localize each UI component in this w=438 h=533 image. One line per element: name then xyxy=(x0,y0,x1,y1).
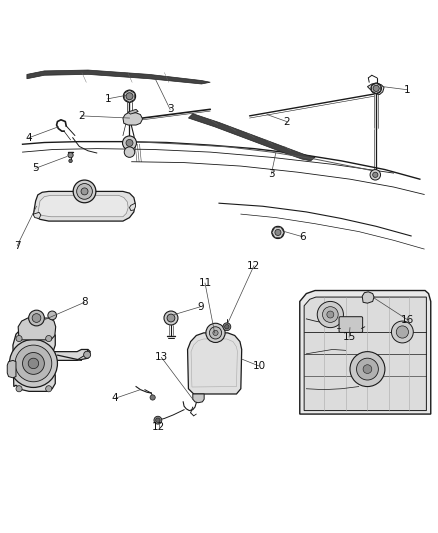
Text: 16: 16 xyxy=(401,315,414,325)
Circle shape xyxy=(46,335,52,342)
Circle shape xyxy=(46,386,52,392)
Circle shape xyxy=(48,311,57,320)
Circle shape xyxy=(28,358,39,369)
Circle shape xyxy=(154,416,162,424)
Polygon shape xyxy=(128,109,138,114)
Circle shape xyxy=(373,172,378,177)
Text: 1: 1 xyxy=(403,85,410,95)
Circle shape xyxy=(164,311,178,325)
Circle shape xyxy=(84,351,91,358)
Polygon shape xyxy=(38,195,128,217)
Circle shape xyxy=(223,323,231,330)
Circle shape xyxy=(206,323,225,343)
Circle shape xyxy=(155,418,160,422)
Text: 10: 10 xyxy=(253,361,266,371)
Text: 8: 8 xyxy=(81,297,88,308)
Circle shape xyxy=(225,325,229,329)
Text: 4: 4 xyxy=(26,133,32,143)
Circle shape xyxy=(371,83,381,94)
Circle shape xyxy=(357,358,378,380)
Circle shape xyxy=(275,229,281,236)
Polygon shape xyxy=(123,113,143,125)
Polygon shape xyxy=(33,191,135,221)
Text: 11: 11 xyxy=(198,278,212,288)
Polygon shape xyxy=(371,83,381,94)
Circle shape xyxy=(322,306,338,322)
Circle shape xyxy=(213,330,218,335)
Polygon shape xyxy=(362,292,374,303)
Circle shape xyxy=(81,188,88,195)
Text: 12: 12 xyxy=(152,422,166,432)
Polygon shape xyxy=(18,318,56,340)
Circle shape xyxy=(392,321,413,343)
Circle shape xyxy=(363,365,372,374)
Circle shape xyxy=(327,311,334,318)
Circle shape xyxy=(69,159,72,163)
Circle shape xyxy=(124,90,136,102)
Circle shape xyxy=(350,352,385,386)
Circle shape xyxy=(396,326,409,338)
FancyBboxPatch shape xyxy=(339,317,363,333)
Circle shape xyxy=(15,345,52,382)
Text: 5: 5 xyxy=(32,163,39,173)
Polygon shape xyxy=(13,327,90,391)
Circle shape xyxy=(16,335,22,342)
Text: 15: 15 xyxy=(343,332,356,342)
Circle shape xyxy=(28,310,44,326)
Circle shape xyxy=(167,314,175,322)
Circle shape xyxy=(22,352,44,374)
Text: 6: 6 xyxy=(300,232,306,242)
Polygon shape xyxy=(7,360,16,378)
Circle shape xyxy=(150,395,155,400)
Circle shape xyxy=(10,340,57,387)
Circle shape xyxy=(73,180,96,203)
Circle shape xyxy=(68,152,73,158)
Circle shape xyxy=(32,313,41,322)
Polygon shape xyxy=(188,114,315,161)
Text: 3: 3 xyxy=(268,169,275,179)
Circle shape xyxy=(373,85,379,92)
Text: 3: 3 xyxy=(167,104,173,114)
Polygon shape xyxy=(124,90,135,102)
Circle shape xyxy=(209,327,222,339)
Polygon shape xyxy=(367,83,384,94)
Circle shape xyxy=(370,169,381,180)
Circle shape xyxy=(317,302,343,328)
Text: 1: 1 xyxy=(104,94,111,104)
Polygon shape xyxy=(300,290,431,414)
Polygon shape xyxy=(272,227,284,238)
Circle shape xyxy=(126,140,133,147)
Text: 9: 9 xyxy=(198,302,204,312)
Polygon shape xyxy=(27,70,210,84)
Circle shape xyxy=(124,147,135,157)
Circle shape xyxy=(123,136,137,150)
Circle shape xyxy=(272,227,284,239)
Text: 12: 12 xyxy=(247,261,261,271)
Polygon shape xyxy=(193,394,204,403)
Text: 7: 7 xyxy=(14,240,21,251)
Text: 2: 2 xyxy=(283,117,290,126)
Polygon shape xyxy=(33,212,41,219)
Polygon shape xyxy=(187,333,242,394)
Polygon shape xyxy=(130,203,136,211)
Circle shape xyxy=(16,386,22,392)
Text: 13: 13 xyxy=(155,352,168,362)
Polygon shape xyxy=(304,297,426,410)
Circle shape xyxy=(126,93,133,100)
Text: 2: 2 xyxy=(78,111,85,121)
Text: 4: 4 xyxy=(112,393,118,403)
Circle shape xyxy=(77,183,92,199)
